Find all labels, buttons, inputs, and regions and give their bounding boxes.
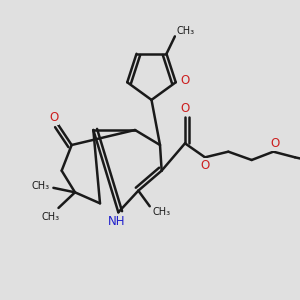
Text: CH₃: CH₃ bbox=[152, 207, 170, 217]
Text: NH: NH bbox=[108, 215, 126, 228]
Text: O: O bbox=[49, 111, 58, 124]
Text: O: O bbox=[180, 102, 190, 115]
Text: CH₃: CH₃ bbox=[42, 212, 60, 222]
Text: O: O bbox=[200, 159, 210, 172]
Text: CH₃: CH₃ bbox=[32, 181, 50, 191]
Text: CH₃: CH₃ bbox=[176, 26, 194, 36]
Text: O: O bbox=[270, 137, 280, 150]
Text: O: O bbox=[181, 74, 190, 87]
